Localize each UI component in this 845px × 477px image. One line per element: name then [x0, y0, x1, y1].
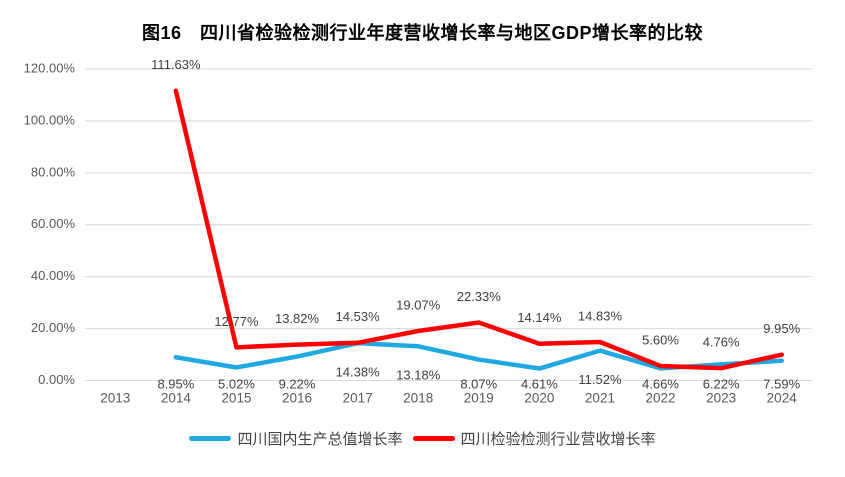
y-axis-tick-label: 0.00%	[38, 372, 75, 387]
chart-legend: 四川国内生产总值增长率 四川检验检测行业营收增长率	[0, 428, 845, 449]
y-axis-tick-label: 120.00%	[24, 60, 76, 75]
data-point-label: 111.63%	[151, 57, 201, 72]
x-axis-tick-label: 2014	[161, 391, 192, 406]
data-point-label: 4.61%	[521, 376, 558, 391]
x-axis-tick-label: 2020	[524, 391, 554, 406]
x-axis-tick-label: 2022	[646, 391, 676, 406]
gdp-line-swatch-icon	[189, 436, 232, 441]
data-point-label: 9.95%	[763, 321, 800, 336]
y-axis-tick-label: 20.00%	[31, 320, 76, 335]
data-point-label: 14.83%	[578, 308, 623, 323]
y-axis-tick-label: 80.00%	[31, 164, 76, 179]
legend-item-industry: 四川检验检测行业营收增长率	[412, 428, 656, 449]
x-axis-tick-label: 2019	[464, 391, 494, 406]
x-axis-tick-label: 2023	[706, 391, 736, 406]
data-point-label: 13.82%	[275, 311, 320, 326]
legend-label-industry: 四川检验检测行业营收增长率	[460, 431, 656, 448]
x-axis-tick-label: 2013	[100, 391, 130, 406]
industry-line-swatch-icon	[412, 436, 455, 441]
x-axis-tick-label: 2021	[585, 391, 615, 406]
data-point-label: 5.60%	[642, 332, 679, 347]
data-point-label: 9.22%	[279, 376, 316, 391]
data-point-label: 19.07%	[396, 297, 441, 312]
data-point-label: 22.33%	[457, 289, 502, 304]
data-point-label: 7.59%	[763, 376, 800, 391]
data-point-label: 5.02%	[218, 376, 255, 391]
legend-label-gdp: 四川国内生产总值增长率	[237, 431, 403, 448]
data-point-label: 4.76%	[703, 335, 740, 350]
data-point-label: 4.66%	[642, 376, 679, 391]
data-point-label: 8.07%	[460, 376, 497, 391]
industry-revenue-growth-line	[173, 88, 784, 371]
y-axis-tick-label: 100.00%	[24, 112, 76, 127]
y-axis-tick-label: 40.00%	[31, 268, 76, 283]
x-axis-tick-label: 2024	[767, 391, 798, 406]
data-point-label: 6.22%	[703, 376, 740, 391]
data-point-label: 8.95%	[157, 376, 194, 391]
data-point-label: 14.14%	[517, 310, 562, 325]
x-axis-tick-label: 2016	[282, 391, 312, 406]
data-point-label: 13.18%	[396, 368, 441, 383]
chart-title: 图16 四川省检验检测行业年度营收增长率与地区GDP增长率的比较	[141, 23, 704, 43]
data-point-label: 14.38%	[336, 365, 381, 380]
legend-item-gdp: 四川国内生产总值增长率	[189, 428, 403, 449]
data-point-label: 12.77%	[214, 314, 259, 329]
data-point-label: 11.52%	[578, 372, 622, 387]
data-point-label: 14.53%	[336, 309, 381, 324]
x-axis-tick-label: 2015	[221, 391, 251, 406]
x-axis-tick-label: 2018	[403, 391, 433, 406]
y-axis-tick-label: 60.00%	[31, 216, 76, 231]
x-axis-tick-label: 2017	[343, 391, 373, 406]
